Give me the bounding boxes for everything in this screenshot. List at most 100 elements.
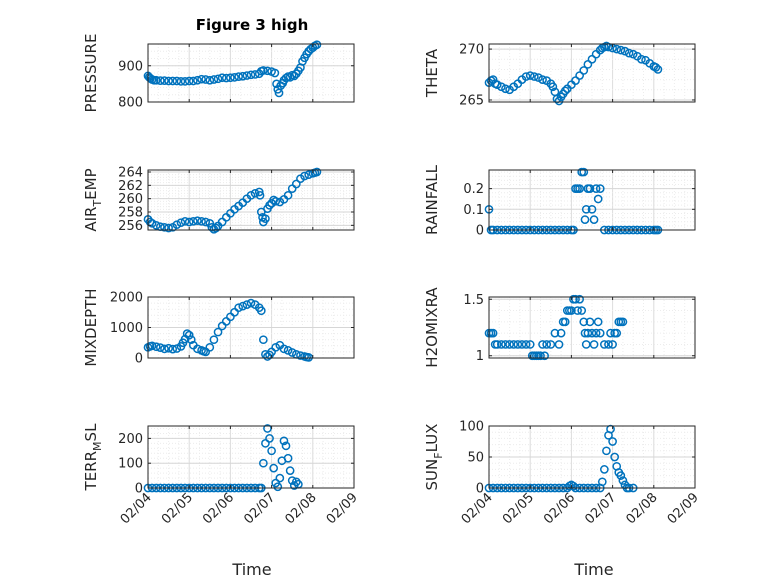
data-point xyxy=(534,73,543,82)
data-point xyxy=(271,196,281,206)
figure-title: Figure 3 high xyxy=(196,16,309,34)
data-point xyxy=(554,340,564,349)
data-point xyxy=(261,214,270,224)
data-point xyxy=(289,71,299,81)
data-point xyxy=(285,73,295,82)
data-point xyxy=(211,223,221,233)
data-point xyxy=(184,330,194,340)
data-point xyxy=(273,482,283,492)
data-point xyxy=(620,46,630,56)
data-point xyxy=(579,317,589,327)
data-point xyxy=(184,217,194,227)
axes-box-rainfall xyxy=(488,169,696,231)
data-point xyxy=(176,76,186,86)
data-point xyxy=(172,220,182,230)
plot-area-theta xyxy=(489,44,695,102)
data-point xyxy=(287,348,297,357)
data-point xyxy=(653,65,663,74)
data-point xyxy=(628,49,638,59)
axes-box-pressure xyxy=(147,43,355,103)
data-point xyxy=(497,340,506,349)
data-point xyxy=(567,306,576,315)
data-point xyxy=(637,54,646,64)
y-tick-label: 200 xyxy=(118,432,143,447)
data-point xyxy=(546,340,556,349)
data-point xyxy=(193,216,202,226)
data-point xyxy=(291,477,301,487)
data-point xyxy=(176,218,186,228)
data-point xyxy=(589,215,599,225)
y-tick-label: 262 xyxy=(118,179,143,194)
data-point xyxy=(180,216,190,226)
data-point xyxy=(283,346,293,355)
y-axis-label-mixdepth: MIXDEPTH xyxy=(82,288,100,366)
data-point xyxy=(525,340,535,349)
data-point xyxy=(160,76,169,85)
data-point xyxy=(217,73,227,83)
data-point xyxy=(246,190,256,200)
data-point xyxy=(304,353,314,362)
data-point xyxy=(186,335,196,345)
data-point xyxy=(616,45,626,55)
panel-theta: 265 270 THETA xyxy=(423,41,696,108)
y-tick-label: 900 xyxy=(118,59,143,74)
data-point xyxy=(267,446,276,456)
data-point xyxy=(193,75,202,85)
data-point xyxy=(291,179,301,189)
data-point xyxy=(550,328,560,338)
data-point xyxy=(595,184,605,193)
data-point xyxy=(560,317,570,327)
data-point xyxy=(517,340,527,349)
data-point xyxy=(209,75,219,84)
data-point xyxy=(542,340,552,349)
data-point xyxy=(160,222,169,232)
axes-box-h2omixra xyxy=(488,296,696,359)
y-axis-label-terr-msl: TERRMSL xyxy=(82,423,104,492)
data-point xyxy=(246,70,256,80)
data-point xyxy=(281,441,291,451)
data-point xyxy=(501,84,510,94)
y-tick-label: 100 xyxy=(118,457,143,472)
y-tick-label: 260 xyxy=(118,192,143,207)
data-point xyxy=(606,328,615,338)
data-point xyxy=(238,301,248,311)
data-point xyxy=(259,66,268,75)
panel-pressure: 800 900 PRESSURE xyxy=(82,34,355,112)
data-point xyxy=(164,223,173,233)
data-point xyxy=(151,342,161,352)
data-point xyxy=(164,76,173,86)
data-point xyxy=(616,471,626,480)
data-point xyxy=(234,72,243,81)
data-point xyxy=(270,68,280,78)
data-point xyxy=(591,328,601,338)
data-point xyxy=(250,188,260,198)
data-point xyxy=(651,63,661,72)
data-point xyxy=(205,342,215,352)
data-point xyxy=(184,76,194,86)
data-point xyxy=(580,215,590,225)
data-point xyxy=(624,48,634,58)
data-point xyxy=(168,76,178,86)
data-point xyxy=(618,317,628,327)
data-point xyxy=(285,466,295,475)
data-point xyxy=(255,190,265,200)
data-point xyxy=(182,329,192,338)
data-point xyxy=(259,335,268,345)
y-tick-label: 270 xyxy=(459,43,484,58)
data-point xyxy=(488,75,498,84)
data-point xyxy=(583,328,593,338)
data-point xyxy=(168,344,178,354)
data-point xyxy=(188,216,198,226)
y-axis-label-rainfall: RAINFALL xyxy=(423,164,441,235)
y-tick-label: 1000 xyxy=(110,321,143,336)
data-point xyxy=(593,317,603,327)
data-point xyxy=(279,344,289,354)
data-point xyxy=(209,335,219,345)
data-point xyxy=(583,60,593,69)
data-point xyxy=(593,194,603,204)
data-point xyxy=(604,340,613,349)
data-point xyxy=(156,76,165,85)
data-point xyxy=(492,340,502,349)
x-axis-label-left: Time xyxy=(231,560,271,579)
data-point xyxy=(589,340,599,349)
